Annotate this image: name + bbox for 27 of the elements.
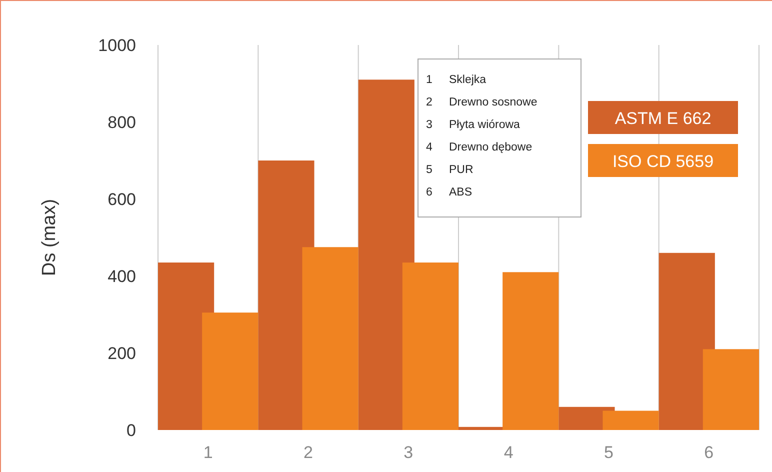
text: 5 PUR bbox=[426, 164, 474, 176]
bar bbox=[302, 247, 358, 430]
text: 1 Sklejka bbox=[426, 74, 486, 86]
text: 3 Płyta wiórowa bbox=[426, 119, 520, 131]
x-tick-label: 6 bbox=[704, 443, 714, 462]
bar bbox=[202, 312, 258, 430]
x-tick-label: 5 bbox=[604, 443, 614, 462]
y-tick-label: 400 bbox=[108, 266, 136, 286]
text: ASTM E 662 bbox=[614, 108, 712, 128]
text: 4 Drewno dębowe bbox=[426, 142, 532, 154]
y-axis-title: Ds (max) bbox=[39, 198, 60, 276]
y-tick-label: 200 bbox=[108, 344, 136, 363]
x-tick-label: 4 bbox=[504, 443, 514, 462]
text: ISO CD 5659 bbox=[612, 152, 714, 171]
bar bbox=[502, 272, 559, 430]
x-tick-label: 2 bbox=[304, 443, 313, 462]
y-tick-label: 0 bbox=[126, 420, 136, 440]
bar bbox=[602, 410, 659, 430]
bar bbox=[402, 262, 458, 430]
y-tick-label: 800 bbox=[108, 112, 136, 132]
bar bbox=[702, 349, 759, 430]
x-tick-label: 3 bbox=[404, 443, 414, 462]
text: 2 Drewno sosnowe bbox=[426, 96, 538, 108]
y-tick-label: 600 bbox=[108, 190, 136, 209]
y-tick-label: 1000 bbox=[98, 36, 136, 55]
x-tick-label: 1 bbox=[203, 443, 213, 462]
text: 6 ABS bbox=[426, 186, 472, 198]
